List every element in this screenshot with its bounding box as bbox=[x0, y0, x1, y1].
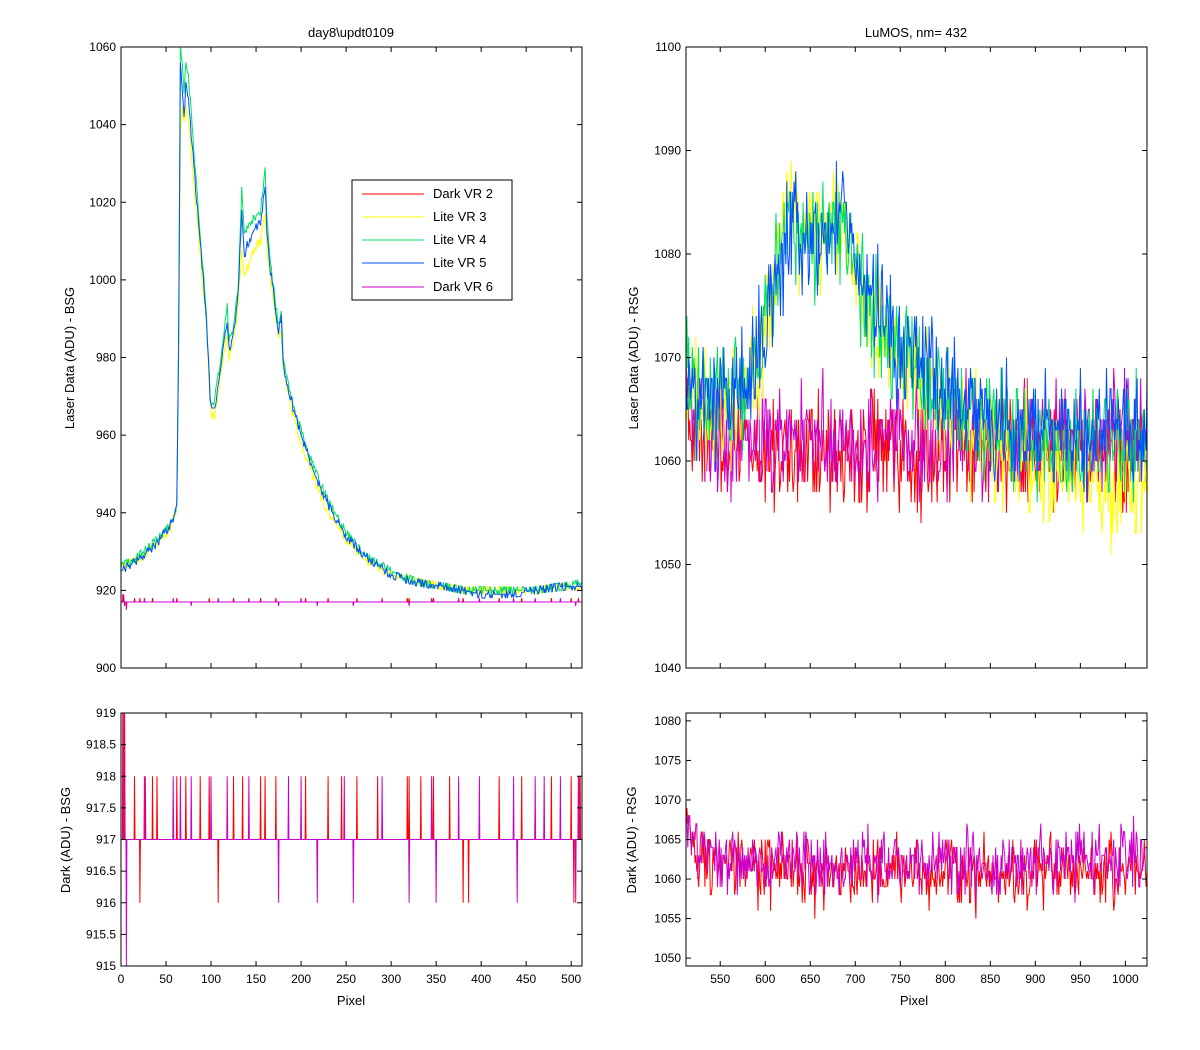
y-tick-label: 1060 bbox=[654, 454, 681, 468]
legend-label-0: Dark VR 2 bbox=[433, 186, 493, 201]
x-tick-label: 500 bbox=[561, 972, 581, 986]
x-tick-label: 650 bbox=[800, 972, 820, 986]
y-tick-label: 915 bbox=[96, 959, 116, 973]
panel-top-right-title: LuMOS, nm= 432 bbox=[865, 25, 967, 40]
x-tick-label: 550 bbox=[710, 972, 730, 986]
x-tick-label: 300 bbox=[381, 972, 401, 986]
y-tick-label: 1090 bbox=[654, 144, 681, 158]
legend: Dark VR 2 Lite VR 3 Lite VR 4 Lite VR 5 … bbox=[351, 179, 513, 301]
y-tick-label: 1040 bbox=[654, 661, 681, 675]
panel-bottom-left-ylabel: Dark (ADU) - BSG bbox=[58, 787, 73, 893]
panel-bottom-left-xlabel: Pixel bbox=[337, 993, 365, 1008]
y-tick-label: 915.5 bbox=[86, 927, 116, 941]
y-tick-label: 918 bbox=[96, 769, 116, 783]
y-tick-label: 940 bbox=[96, 506, 116, 520]
y-tick-label: 1000 bbox=[89, 273, 116, 287]
legend-label-1: Lite VR 3 bbox=[433, 209, 486, 224]
x-tick-label: 750 bbox=[890, 972, 910, 986]
x-tick-label: 400 bbox=[471, 972, 491, 986]
x-tick-label: 1000 bbox=[1112, 972, 1139, 986]
y-tick-label: 1060 bbox=[654, 872, 681, 886]
x-tick-label: 800 bbox=[935, 972, 955, 986]
panel-bottom-left: Dark (ADU) - BSG Pixel 0 50 100 150 200 250 30… bbox=[58, 706, 583, 1008]
y-tick-label: 960 bbox=[96, 428, 116, 442]
y-tick-label: 1040 bbox=[89, 118, 116, 132]
series-dark-vr-6-bottom_left bbox=[121, 713, 582, 966]
y-tick-label: 1070 bbox=[654, 793, 681, 807]
series-lite-vr-5-top_right bbox=[686, 160, 1147, 503]
panel-top-left-ylabel: Laser Data (ADU) - BSG bbox=[62, 287, 77, 429]
plot-area-top_left bbox=[121, 47, 582, 668]
x-tick-label: 0 bbox=[118, 972, 125, 986]
panel-top-left-title: day8\updt0109 bbox=[308, 25, 394, 40]
y-tick-label: 980 bbox=[96, 351, 116, 365]
series-lite-vr-4-top_left bbox=[121, 47, 582, 595]
x-tick-label: 950 bbox=[1070, 972, 1090, 986]
panel-bottom-right-ylabel: Dark (ADU) - RSG bbox=[624, 787, 639, 894]
panel-top-right-ylabel: Laser Data (ADU) - RSG bbox=[626, 286, 641, 429]
y-tick-label: 1055 bbox=[654, 912, 681, 926]
y-tick-label: 917.5 bbox=[86, 801, 116, 815]
y-tick-label: 916 bbox=[96, 896, 116, 910]
y-tick-label: 1020 bbox=[89, 195, 116, 209]
panel-bottom-right: Dark (ADU) - RSG Pixel 550 600 650 700 750 80… bbox=[624, 712, 1148, 1008]
x-tick-label: 350 bbox=[426, 972, 446, 986]
panel-top-left: day8\updt0109 Laser Data (ADU) - BSG 900… bbox=[62, 25, 583, 675]
series-dark-vr-6-bottom_right bbox=[686, 815, 1147, 903]
panel-top-right: LuMOS, nm= 432 Laser Data (ADU) - RSG 10… bbox=[626, 25, 1148, 675]
x-tick-label: 700 bbox=[845, 972, 865, 986]
y-tick-label: 1100 bbox=[655, 40, 681, 54]
y-tick-label: 900 bbox=[96, 661, 116, 675]
y-tick-label: 1080 bbox=[654, 714, 681, 728]
legend-label-4: Dark VR 6 bbox=[433, 279, 493, 294]
y-tick-label: 1080 bbox=[654, 247, 681, 261]
y-tick-label: 916.5 bbox=[86, 864, 116, 878]
y-tick-label: 1050 bbox=[654, 558, 681, 572]
x-tick-label: 450 bbox=[516, 972, 536, 986]
y-tick-label: 1070 bbox=[654, 351, 681, 365]
y-tick-label: 918.5 bbox=[86, 738, 116, 752]
y-tick-label: 1050 bbox=[654, 951, 681, 965]
panel-bottom-right-xlabel: Pixel bbox=[900, 993, 928, 1008]
y-tick-label: 919 bbox=[96, 706, 116, 720]
y-tick-label: 1075 bbox=[654, 753, 681, 767]
x-tick-label: 600 bbox=[755, 972, 775, 986]
y-tick-label: 1060 bbox=[89, 40, 116, 54]
legend-box bbox=[351, 179, 513, 301]
x-tick-label: 900 bbox=[1025, 972, 1045, 986]
x-tick-label: 200 bbox=[291, 972, 311, 986]
series-dark-vr-2-bottom_right bbox=[686, 807, 1147, 919]
y-tick-label: 920 bbox=[96, 583, 116, 597]
series-dark-vr-6-top_left bbox=[121, 594, 582, 610]
x-tick-label: 250 bbox=[336, 972, 356, 986]
legend-label-2: Lite VR 4 bbox=[433, 232, 486, 247]
y-tick-label: 1065 bbox=[654, 833, 681, 847]
legend-label-3: Lite VR 5 bbox=[433, 255, 486, 270]
y-tick-label: 917 bbox=[96, 833, 116, 847]
x-tick-label: 50 bbox=[159, 972, 173, 986]
x-tick-label: 850 bbox=[980, 972, 1000, 986]
series-lite-vr-5-top_left bbox=[121, 62, 582, 599]
x-tick-label: 100 bbox=[201, 972, 221, 986]
x-tick-label: 150 bbox=[246, 972, 266, 986]
